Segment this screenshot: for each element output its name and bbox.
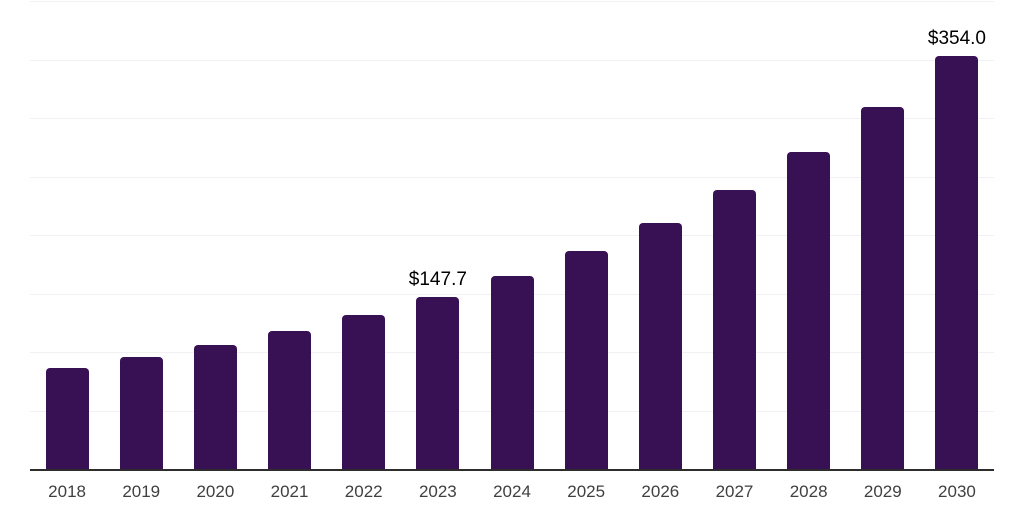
bar: [268, 331, 312, 470]
bar: [193, 345, 237, 470]
bar-column: [772, 2, 846, 470]
bar-column: [30, 2, 104, 470]
x-axis-tick-label: 2020: [196, 482, 235, 501]
bar: [638, 223, 682, 470]
bar: [490, 276, 534, 470]
gridline: [30, 235, 994, 236]
bar-column: [252, 2, 326, 470]
x-axis-tick-label: 2018: [48, 482, 86, 501]
bar-column: [846, 2, 920, 470]
bar: [787, 152, 831, 470]
x-axis-tick-label: 2026: [641, 482, 680, 501]
bar: [564, 251, 608, 470]
bar-column: [104, 2, 178, 470]
x-axis-labels: 2018 2019 2020 2021 2022 2023 2024 2025 2026 2027…: [30, 482, 994, 502]
bar: [342, 315, 386, 470]
bar-column: $147.7: [401, 2, 475, 470]
gridline: [30, 59, 994, 61]
bar-column: $354.0: [920, 2, 994, 470]
bar: [119, 357, 163, 470]
x-axis-tick-label: 2029: [863, 482, 902, 501]
bar-value-label: $147.7: [408, 269, 467, 291]
bars-row: $147.7 $354.0: [30, 2, 994, 470]
x-axis-tick-label: 2024: [493, 482, 531, 501]
x-axis-tick-label: 2022: [344, 482, 383, 501]
gridline: [30, 1, 994, 2]
gridline: [30, 176, 994, 178]
bar-column: [549, 2, 623, 470]
x-axis-tick-label: 2025: [567, 482, 606, 501]
bar: [416, 297, 460, 470]
x-axis-tick-label: 2030: [938, 482, 976, 501]
plot-area: $147.7 $354.0: [30, 1, 994, 471]
bar-column: [623, 2, 697, 470]
bar: [712, 190, 756, 470]
x-axis-tick-label: 2021: [270, 482, 309, 501]
bar-column: [327, 2, 401, 470]
bar-column: [178, 2, 252, 470]
bar: [45, 368, 89, 470]
x-axis-tick-label: 2028: [789, 482, 828, 501]
gridline: [30, 118, 994, 119]
x-axis-tick-label: 2027: [715, 482, 754, 501]
x-axis-tick-label: 2019: [122, 482, 161, 501]
bar-column: [475, 2, 549, 470]
bar-column: [697, 2, 771, 470]
bar: [935, 55, 979, 470]
bar-value-label: $354.0: [927, 27, 987, 49]
x-axis-tick-label: 2023: [418, 482, 457, 501]
bar: [861, 107, 905, 470]
x-axis-line: [30, 469, 994, 471]
